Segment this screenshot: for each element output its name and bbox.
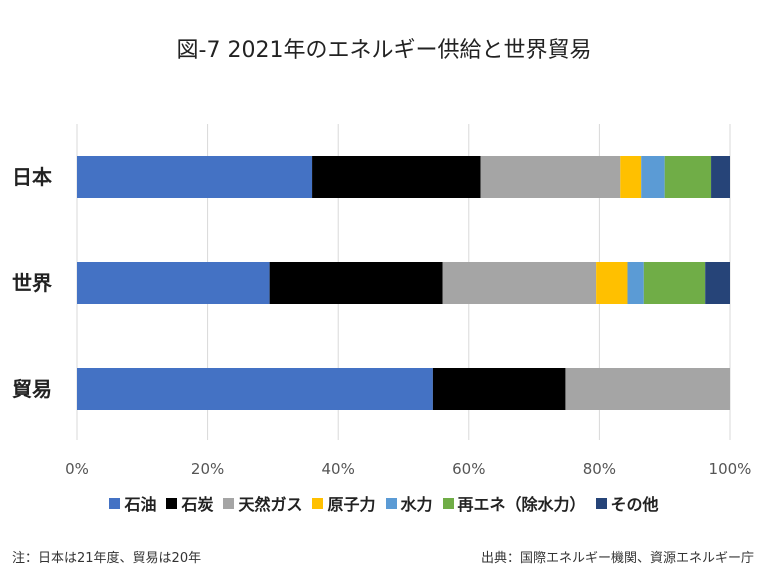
x-tick-label: 20%: [191, 460, 224, 478]
legend-item: 石炭: [166, 491, 213, 515]
legend-swatch: [166, 497, 178, 509]
bar-segment: [620, 156, 642, 198]
bar-segment: [269, 262, 443, 304]
bar-segment: [565, 368, 730, 410]
footnote-source: 出典：国際エネルギー機関、資源エネルギー庁: [480, 551, 754, 566]
bar-segment: [641, 156, 665, 198]
bar-segment: [596, 262, 628, 304]
legend-label: 原子力: [327, 495, 376, 514]
bar-segment: [627, 262, 644, 304]
legend-swatch: [385, 497, 397, 509]
legend-swatch: [223, 497, 235, 509]
legend-label: 石炭: [181, 495, 214, 514]
bar-segment: [77, 368, 433, 410]
bar-segment: [432, 368, 566, 410]
bar-segment: [480, 156, 621, 198]
footnote-note: 注：日本は21年度、貿易は20年: [12, 551, 202, 566]
bars: [77, 156, 730, 410]
x-tick-labels: 0% 20% 40% 60% 80% 100%: [65, 460, 751, 478]
x-tick-label: 80%: [583, 460, 616, 478]
legend-label: 石油: [124, 495, 157, 514]
bar-segment: [442, 262, 597, 304]
x-tick-label: 40%: [322, 460, 355, 478]
x-tick-label: 60%: [452, 460, 485, 478]
legend: 石油 石炭 天然ガス 原子力 水力 再エネ（除水力） その他: [0, 491, 768, 515]
legend-item: 再エネ（除水力）: [442, 491, 586, 515]
bar-segment: [664, 156, 712, 198]
legend-label: 水力: [400, 495, 433, 514]
legend-item: 石油: [109, 491, 156, 515]
category-label: 日本: [12, 165, 52, 189]
bar-segment: [312, 156, 481, 198]
bar-segment: [643, 262, 706, 304]
bar-segment: [77, 156, 313, 198]
legend-item: 天然ガス: [223, 491, 302, 515]
x-tick-label: 100%: [709, 460, 752, 478]
chart-title: 図-7 2021年のエネルギー供給と世界貿易: [176, 38, 592, 63]
legend-swatch: [595, 497, 607, 509]
bar-segment: [711, 156, 730, 198]
category-label: 世界: [12, 271, 52, 295]
bar-segment: [77, 262, 270, 304]
legend-swatch: [442, 497, 454, 509]
legend-label: 天然ガス: [238, 495, 303, 514]
category-label: 貿易: [12, 377, 52, 401]
legend-swatch: [109, 497, 121, 509]
legend-label: その他: [610, 495, 659, 514]
legend-item: 水力: [385, 491, 433, 515]
bar-segment: [705, 262, 730, 304]
x-tick-label: 0%: [65, 460, 89, 478]
legend-item: 原子力: [312, 491, 376, 515]
legend-swatch: [312, 497, 324, 509]
legend-label: 再エネ（除水力）: [457, 495, 586, 514]
legend-item: その他: [595, 491, 659, 515]
